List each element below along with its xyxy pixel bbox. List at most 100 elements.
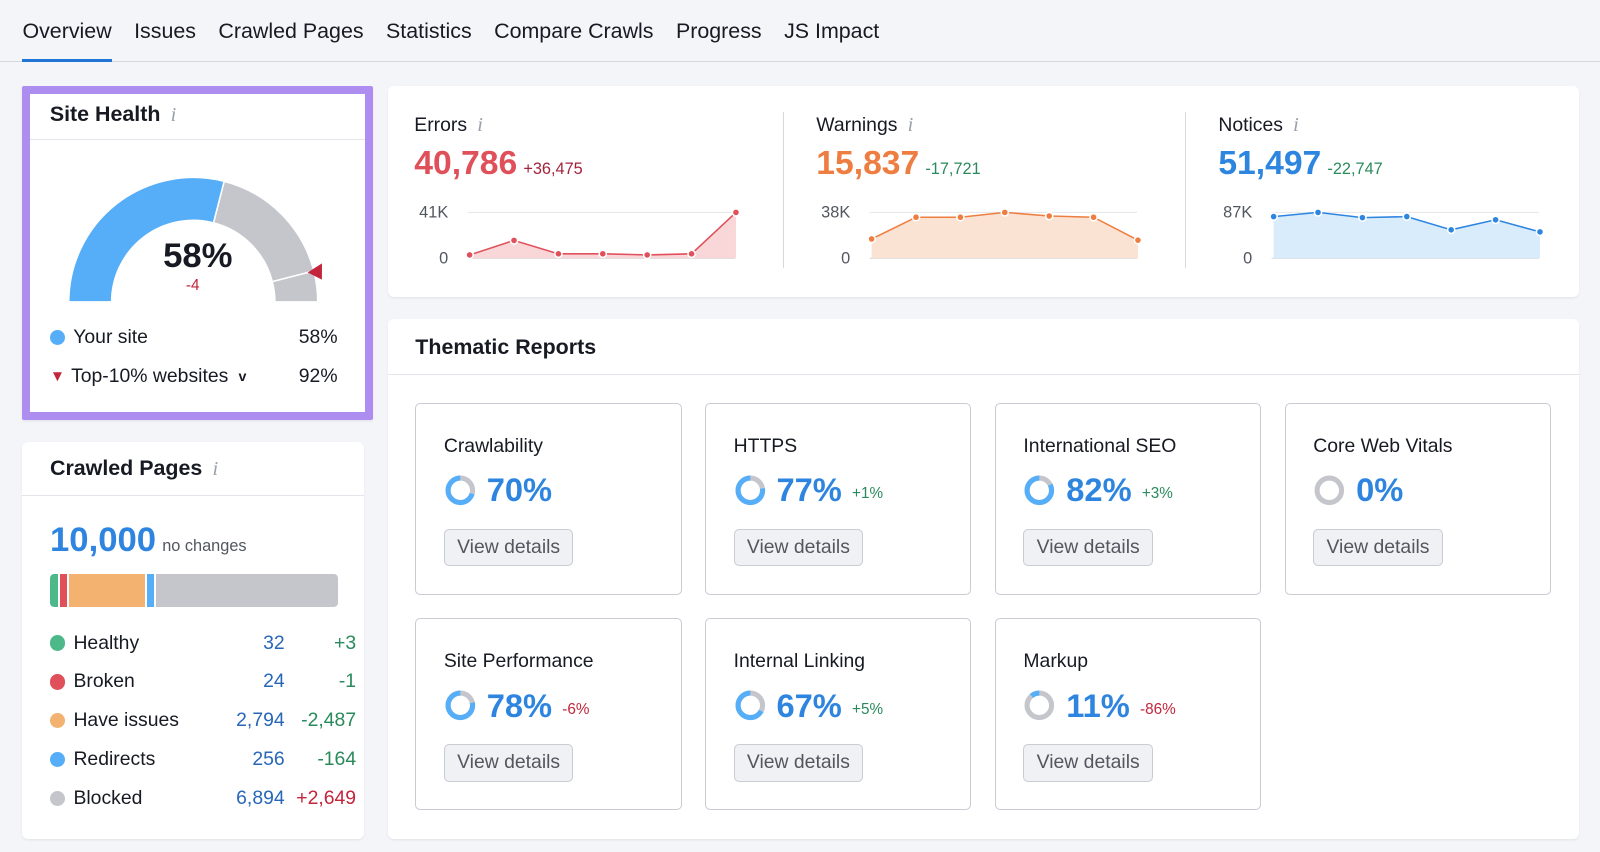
tab-issues[interactable]: Issues [134, 19, 196, 44]
crawled-row-broken[interactable]: Broken 24 -1 [49, 670, 356, 693]
dot-icon [49, 790, 66, 806]
tab-progress[interactable]: Progress [675, 19, 762, 44]
sparkline-point[interactable] [1535, 227, 1545, 237]
donut-progress-icon [1024, 690, 1055, 721]
legend-label: Your site [73, 326, 148, 349]
row-count[interactable]: 24 [263, 670, 285, 693]
report-name: Core Web Vitals [1313, 434, 1453, 457]
sparkline-point[interactable] [1446, 225, 1456, 234]
report-percent: 11% [1066, 686, 1130, 724]
report-name: Site Performance [443, 649, 594, 672]
legend-value: 58% [298, 326, 338, 349]
view-details-button[interactable]: View details [1023, 743, 1153, 782]
view-details-button[interactable]: View details [733, 743, 864, 782]
sparkline-chart: 38K 0 [821, 203, 1143, 267]
info-icon[interactable]: i [212, 458, 219, 481]
info-icon[interactable]: i [907, 114, 914, 137]
crawled-stacked-bar [49, 574, 338, 608]
crawled-total-note: no changes [162, 537, 247, 556]
report-name: International SEO [1023, 434, 1177, 457]
crawled-row-redirects[interactable]: Redirects 256 -164 [49, 747, 356, 771]
issues-summary-card: Errors i 40,786 +36,475 41K 0 Warnings i 15,837-… [387, 85, 1579, 297]
view-details-button[interactable]: View details [443, 528, 574, 567]
site-health-percent: 58% [163, 236, 233, 275]
row-count[interactable]: 6,894 [236, 786, 285, 809]
crawled-row-have-issues[interactable]: Have issues 2,794 -2,487 [49, 709, 356, 732]
sparkline-point[interactable] [509, 235, 519, 245]
sparkline-point[interactable] [731, 207, 741, 217]
tab-compare-crawls[interactable]: Compare Crawls [494, 19, 654, 44]
donut-progress-icon [445, 690, 475, 721]
donut-progress-icon [445, 475, 475, 506]
row-delta: +3 [334, 631, 357, 654]
sparkline-point[interactable] [553, 249, 563, 259]
bar-healthy[interactable] [49, 574, 59, 608]
view-details-button[interactable]: View details [1313, 528, 1443, 567]
sparkline-point[interactable] [1089, 212, 1098, 222]
view-details-button[interactable]: View details [1023, 528, 1153, 567]
crawled-pages-title: Crawled Pages [49, 456, 203, 481]
metric-value: 40,786 [414, 144, 518, 182]
sparkline-point[interactable] [1269, 212, 1278, 221]
donut-progress-icon [1024, 475, 1055, 506]
legend-value: 92% [298, 365, 338, 388]
sparkline-point[interactable] [955, 212, 965, 222]
sparkline-point[interactable] [1044, 211, 1054, 221]
divider [782, 112, 784, 269]
metric-label: Errors [414, 114, 468, 137]
info-icon[interactable]: i [1293, 114, 1299, 137]
sparkline-point[interactable] [1313, 207, 1323, 217]
report-percent: 82% [1066, 471, 1132, 509]
site-health-delta: -4 [185, 277, 200, 295]
site-health-gauge [68, 176, 323, 303]
sparkline-point[interactable] [465, 250, 474, 260]
sparkline-point[interactable] [1491, 215, 1500, 224]
sparkline-point[interactable] [1000, 207, 1009, 217]
row-delta: -2,487 [301, 709, 357, 732]
tab-overview[interactable]: Overview [22, 0, 112, 63]
sparkline-point[interactable] [867, 234, 876, 244]
tab-statistics[interactable]: Statistics [386, 19, 472, 44]
sparkline-point[interactable] [642, 250, 652, 260]
bar-blocked[interactable] [156, 574, 338, 608]
crawled-row-healthy[interactable]: Healthy 32 +3 [49, 631, 356, 655]
bar-have-issues[interactable] [69, 574, 145, 608]
info-icon[interactable]: i [170, 103, 177, 126]
dot-icon [49, 751, 66, 768]
divider [1184, 112, 1186, 269]
metric-notices[interactable]: Notices i 51,497 -22,747 87K 0 [1192, 86, 1559, 297]
sparkline-point[interactable] [1357, 213, 1367, 222]
tab-crawled-pages[interactable]: Crawled Pages [218, 19, 364, 44]
tab-js-impact[interactable]: JS Impact [784, 19, 880, 44]
report-percent: 0% [1356, 471, 1404, 509]
chevron-down-icon[interactable]: v [238, 368, 247, 385]
bar-broken[interactable] [60, 574, 68, 608]
report-card-markup: Markup 11% -86% View details [994, 618, 1262, 811]
sparkline-point[interactable] [1402, 212, 1411, 221]
report-card-https: HTTPS 77% +1% View details [705, 403, 972, 595]
sparkline-point[interactable] [686, 249, 696, 259]
donut-progress-icon [1314, 475, 1345, 506]
info-icon[interactable]: i [477, 114, 483, 137]
donut-progress-icon [735, 475, 765, 506]
sparkline-point[interactable] [598, 249, 607, 259]
row-label: Have issues [73, 709, 179, 732]
row-count[interactable]: 2,794 [236, 709, 285, 732]
metric-errors[interactable]: Errors i 40,786 +36,475 41K 0 [388, 86, 755, 297]
crawled-row-blocked[interactable]: Blocked 6,894 +2,649 [49, 786, 356, 810]
dot-icon [49, 635, 66, 651]
sparkline-point[interactable] [1133, 235, 1143, 245]
bar-redirects[interactable] [146, 574, 155, 608]
view-details-button[interactable]: View details [443, 743, 574, 782]
sparkline-point[interactable] [911, 212, 921, 222]
row-count[interactable]: 256 [252, 747, 285, 770]
metric-warnings[interactable]: Warnings i 15,837 -17,721 38K 0 [790, 86, 1157, 297]
legend-top10[interactable]: ▼ Top-10% websites v 92% [50, 365, 338, 388]
report-delta: +1% [852, 485, 884, 503]
report-delta: -86% [1140, 700, 1176, 718]
view-details-button[interactable]: View details [733, 528, 864, 567]
report-percent: 78% [486, 686, 553, 724]
row-count[interactable]: 32 [263, 631, 285, 654]
row-label: Healthy [73, 631, 140, 654]
y-min-label: 0 [439, 249, 448, 267]
